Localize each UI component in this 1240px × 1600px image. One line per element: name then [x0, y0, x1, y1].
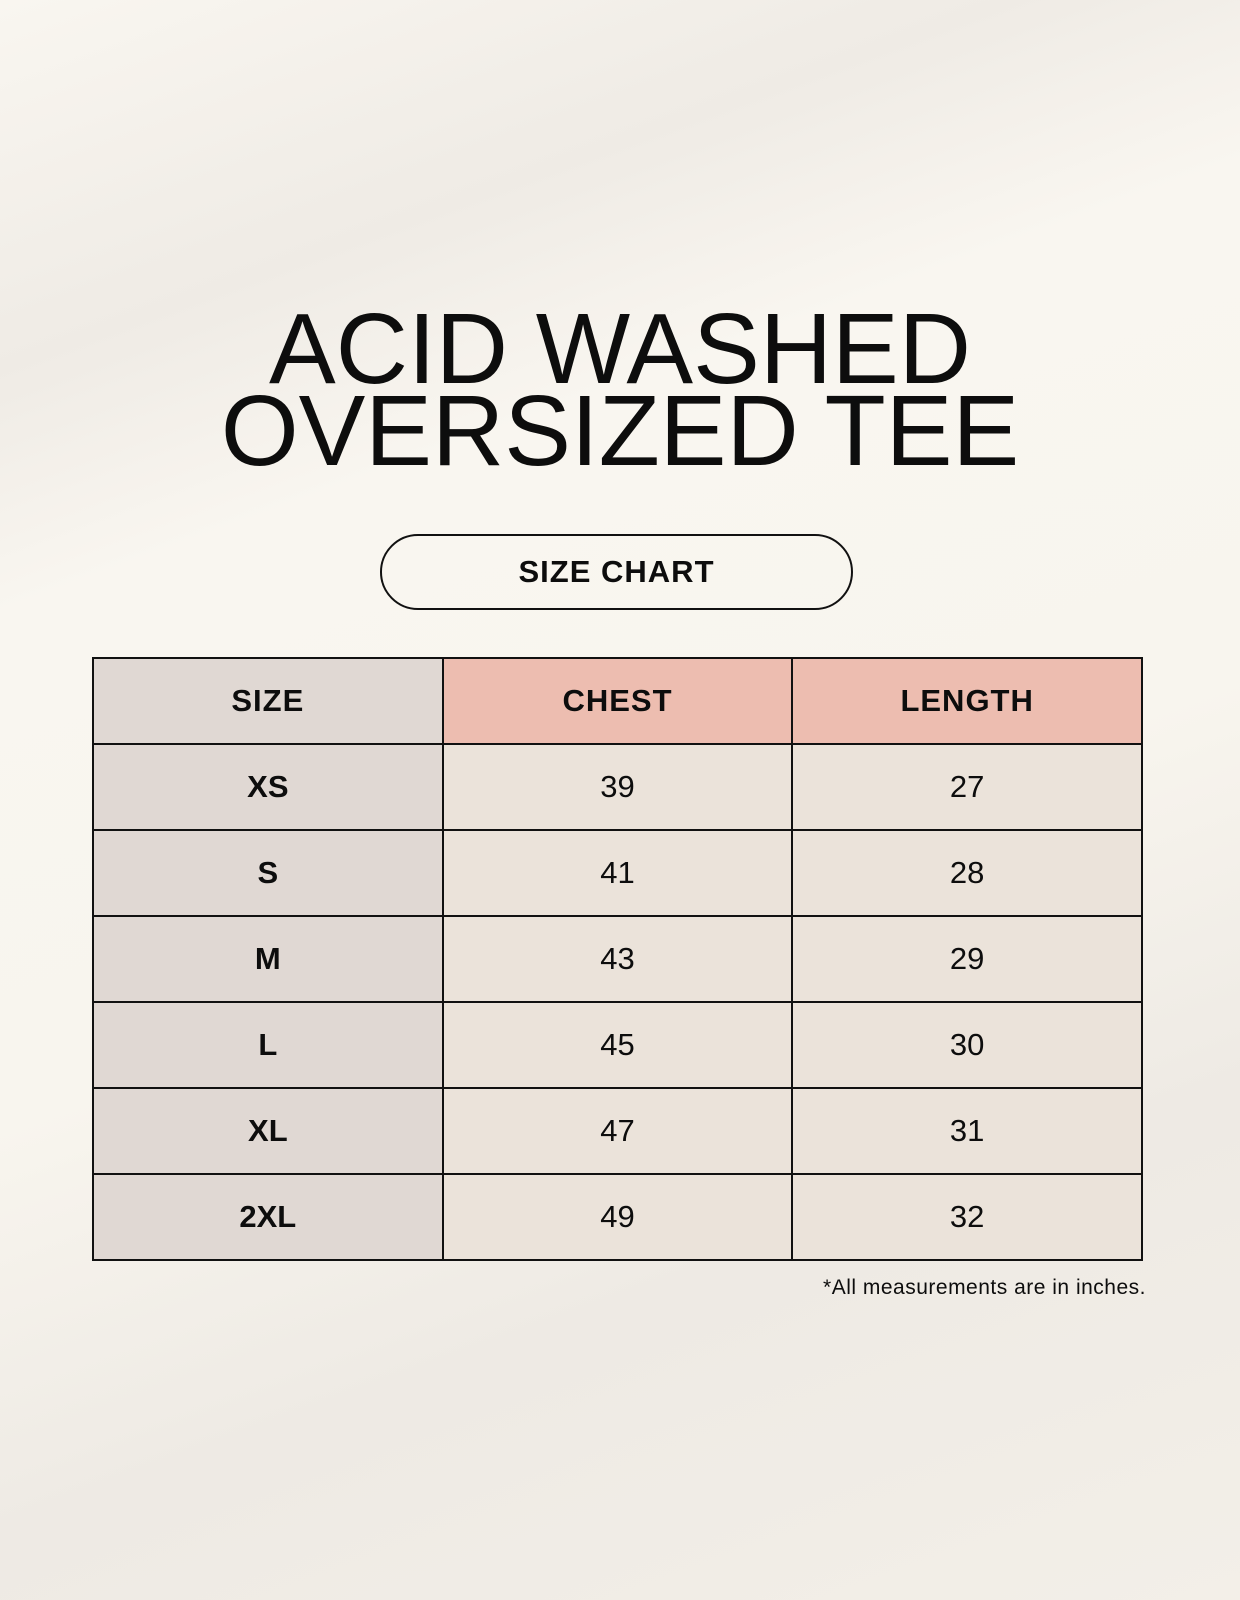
cell-chest: 49	[441, 1173, 794, 1261]
cell-size: M	[92, 915, 444, 1003]
size-chart-badge: SIZE CHART	[380, 534, 853, 610]
table-row: S 41 28	[92, 829, 1143, 917]
cell-size: L	[92, 1001, 444, 1089]
header-length: LENGTH	[791, 657, 1143, 745]
table-row: M 43 29	[92, 915, 1143, 1003]
header-size: SIZE	[92, 657, 444, 745]
cell-chest: 43	[441, 915, 794, 1003]
title-line-2: OVERSIZED TEE	[220, 375, 1020, 487]
cell-length: 31	[791, 1087, 1143, 1175]
size-table: SIZE CHEST LENGTH XS 39 27 S 41 28 M 43 29 L 45 30 X…	[92, 657, 1143, 1261]
cell-chest: 45	[441, 1001, 794, 1089]
cell-length: 32	[791, 1173, 1143, 1261]
cell-chest: 41	[441, 829, 794, 917]
cell-size: S	[92, 829, 444, 917]
cell-chest: 39	[441, 743, 794, 831]
cell-length: 28	[791, 829, 1143, 917]
table-row: XS 39 27	[92, 743, 1143, 831]
title-line-1: ACID WASHED	[269, 293, 971, 405]
cell-size: XS	[92, 743, 444, 831]
header-chest: CHEST	[441, 657, 794, 745]
cell-size: 2XL	[92, 1173, 444, 1261]
cell-size: XL	[92, 1087, 444, 1175]
table-header-row: SIZE CHEST LENGTH	[92, 657, 1143, 745]
cell-length: 30	[791, 1001, 1143, 1089]
table-row: L 45 30	[92, 1001, 1143, 1089]
table-row: 2XL 49 32	[92, 1173, 1143, 1261]
cell-length: 27	[791, 743, 1143, 831]
cell-length: 29	[791, 915, 1143, 1003]
cell-chest: 47	[441, 1087, 794, 1175]
page-title: ACID WASHED OVERSIZED TEE	[0, 293, 1240, 487]
measurement-note: *All measurements are in inches.	[823, 1276, 1146, 1299]
table-row: XL 47 31	[92, 1087, 1143, 1175]
